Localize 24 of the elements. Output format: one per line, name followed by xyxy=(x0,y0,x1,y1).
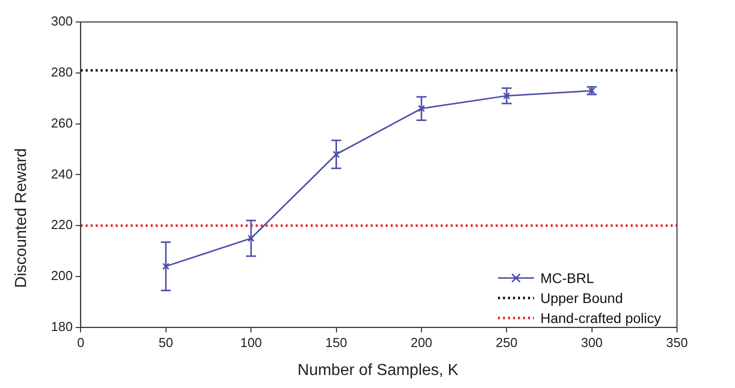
x-tick-label: 350 xyxy=(666,334,688,350)
x-tick-label: 0 xyxy=(77,334,84,350)
y-tick-label: 220 xyxy=(50,217,73,232)
y-tick-label: 280 xyxy=(50,64,73,80)
x-tick-label: 50 xyxy=(158,334,174,350)
x-tick-label: 300 xyxy=(580,334,603,350)
y-tick-label: 200 xyxy=(50,268,73,284)
y-tick-label: 240 xyxy=(50,166,73,182)
point xyxy=(418,104,426,112)
x-tick-label: 250 xyxy=(496,334,518,350)
legend-label: Upper Bound xyxy=(540,289,623,308)
legend-label: MC-BRL xyxy=(540,269,594,288)
x-tick-label: 200 xyxy=(410,334,432,350)
point xyxy=(247,234,255,242)
point xyxy=(332,150,340,158)
y-axis-title: Discounted Reward xyxy=(13,148,31,288)
x-tick-label: 150 xyxy=(325,334,348,350)
y-tick-label: 300 xyxy=(50,14,73,29)
legend-label: Hand-crafted policy xyxy=(540,309,661,328)
x-tick-label: 100 xyxy=(240,334,262,350)
y-tick-label: 180 xyxy=(50,318,73,334)
point xyxy=(162,262,170,270)
y-tick-label: 260 xyxy=(50,115,73,130)
x-axis-title: Number of Samples, K xyxy=(296,362,460,380)
